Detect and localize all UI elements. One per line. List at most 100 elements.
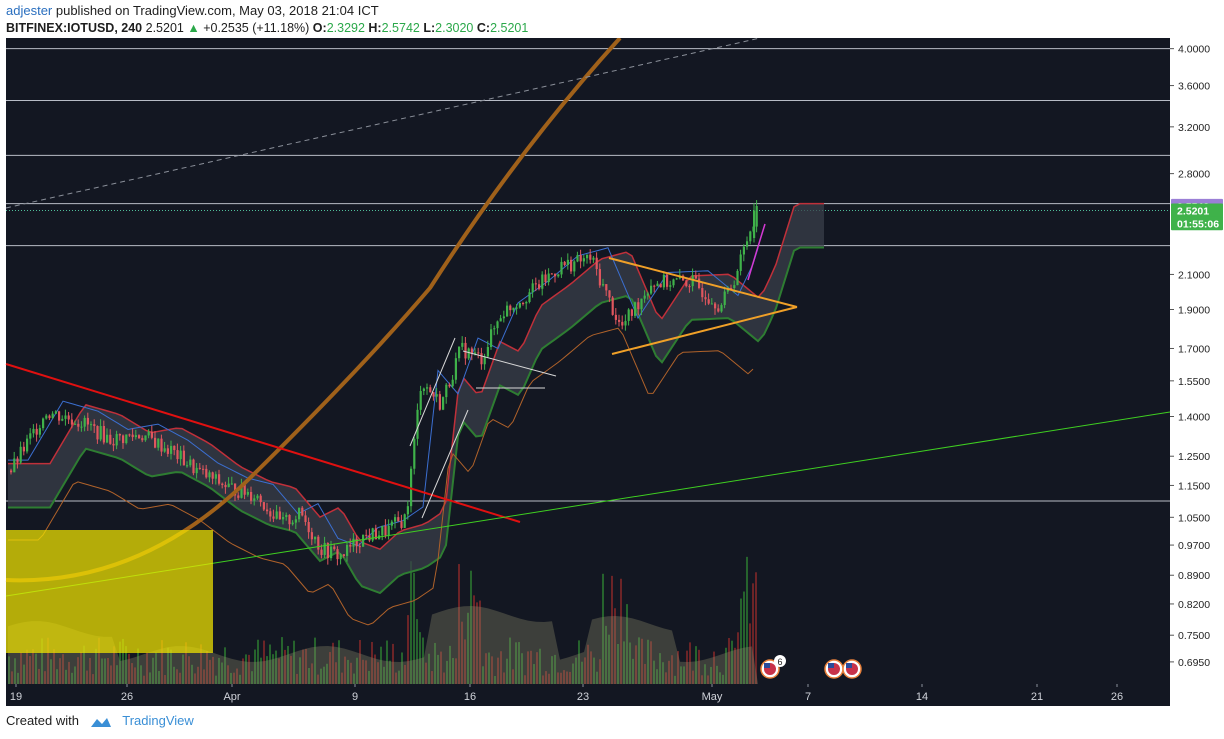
candle-body	[342, 554, 345, 556]
candle-body	[45, 415, 48, 419]
volume-bar	[173, 666, 175, 684]
volume-bar	[359, 639, 361, 684]
us-event-marker-1	[760, 659, 780, 679]
volume-bar	[419, 632, 421, 684]
candle-body	[182, 450, 185, 466]
volume-bar	[182, 654, 184, 684]
event-count-badge	[774, 655, 786, 667]
volume-bar	[530, 650, 532, 684]
candle-body	[83, 417, 86, 427]
volume-bar	[377, 662, 379, 684]
candle-body	[243, 484, 246, 495]
price-axis[interactable]	[1170, 38, 1224, 684]
candle-body	[506, 305, 509, 317]
candle-body	[451, 379, 454, 387]
volume-bar	[326, 663, 328, 684]
candle-body	[333, 546, 336, 550]
volume-bar	[653, 660, 655, 684]
volume-bar	[659, 653, 661, 684]
volume-bar	[572, 663, 574, 684]
candle-body	[336, 549, 339, 560]
candle-body	[275, 511, 278, 519]
volume-bar	[41, 638, 43, 684]
candle-body	[634, 302, 637, 316]
volume-bar	[104, 658, 106, 684]
candle-body	[646, 293, 649, 296]
volume-bar	[332, 642, 334, 684]
candle-body	[390, 521, 393, 526]
candle-body	[240, 484, 243, 498]
time-axis[interactable]	[6, 684, 1170, 706]
candle-body	[330, 546, 333, 559]
volume-bar	[164, 675, 166, 684]
volume-bar	[341, 672, 343, 684]
author-link[interactable]: adjester	[6, 3, 53, 18]
candle-body	[560, 261, 563, 275]
cloud-span-b	[8, 202, 824, 551]
candle-body	[630, 309, 633, 316]
volume-bar	[308, 667, 310, 684]
volume-bar	[275, 650, 277, 684]
candle-body	[179, 450, 182, 460]
tradingview-brand-link[interactable]: TradingView	[122, 713, 194, 728]
y-tick-label-15: 0.7500	[1178, 630, 1210, 642]
volume-bar	[83, 645, 85, 684]
volume-bar	[218, 657, 220, 684]
volume-bar	[728, 638, 730, 684]
candle-body	[346, 544, 349, 556]
candle-body	[566, 259, 569, 265]
volume-bar	[425, 662, 427, 684]
candle-body	[51, 413, 54, 419]
volume-bar	[167, 647, 169, 684]
candle-body	[138, 435, 141, 439]
volume-bar	[584, 657, 586, 684]
volume-bar	[461, 621, 463, 684]
candle-body	[106, 434, 109, 443]
candle-body	[470, 348, 473, 354]
candle-body	[64, 415, 67, 419]
volume-bar	[722, 674, 724, 684]
volume-bar	[389, 660, 391, 684]
volume-bar	[158, 670, 160, 684]
volume-bar	[662, 662, 664, 684]
candle-body	[67, 415, 70, 420]
volume-bar	[116, 665, 118, 684]
volume-bar	[80, 651, 82, 684]
volume-bar	[59, 658, 61, 684]
candle-body	[422, 388, 425, 391]
volume-bar	[599, 659, 601, 684]
candle-body	[650, 285, 653, 294]
volume-bar	[356, 657, 358, 684]
volume-bar	[701, 675, 703, 684]
candle-body	[93, 424, 96, 427]
volume-average-area	[8, 606, 758, 684]
volume-bar	[353, 673, 355, 684]
candle-body	[176, 450, 179, 460]
volume-bar	[260, 657, 262, 684]
volume-bar	[596, 671, 598, 684]
candle-body	[227, 483, 230, 488]
volume-bar	[212, 656, 214, 684]
y-tick-label-1: 3.6000	[1178, 81, 1210, 93]
candle-body	[723, 291, 726, 306]
candle-body	[250, 491, 253, 501]
volume-bar	[575, 657, 577, 684]
y-tick-label-4: 2.1000	[1178, 269, 1210, 281]
candle-body	[736, 270, 739, 286]
volume-bar	[338, 640, 340, 684]
volume-bar	[638, 637, 640, 684]
volume-bar	[533, 664, 535, 684]
price-chart[interactable]: 6 4.0000 3.6000 3.2000 2.8000 2.1000 1.9000 1.…	[0, 38, 1224, 708]
candle-body	[19, 446, 22, 463]
x-tick-label-4: 16	[464, 691, 476, 703]
volume-bar	[500, 651, 502, 684]
volume-bar	[554, 654, 556, 684]
publish-info: adjester published on TradingView.com, M…	[6, 3, 379, 18]
volume-bar	[503, 672, 505, 684]
candle-body	[86, 417, 89, 425]
volume-bar	[752, 583, 754, 684]
volume-bar	[137, 648, 139, 684]
candle-body	[742, 246, 745, 255]
volume-bar	[155, 652, 157, 684]
lower-band-orange	[8, 327, 754, 626]
